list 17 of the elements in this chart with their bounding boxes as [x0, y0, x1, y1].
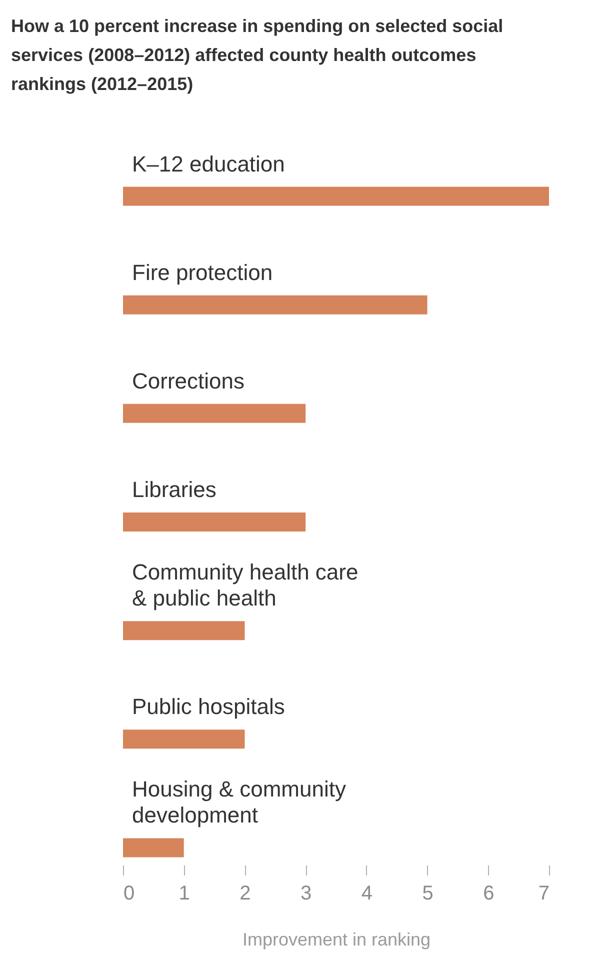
x-tick-label: 7 — [538, 882, 550, 904]
chart-title: How a 10 percent increase in spending on selected social services (2008–2012) affected county health outcomes rankings (2012–2015) — [11, 16, 504, 94]
x-axis-title: Improvement in ranking — [242, 930, 431, 950]
x-tick-label: 3 — [300, 882, 312, 904]
y-tick-label: Community health care & public health — [132, 560, 358, 611]
x-tick-label: 4 — [361, 882, 372, 904]
y-tick-label: Corrections — [132, 368, 244, 394]
y-tick-label: Fire protection — [132, 260, 273, 285]
x-tick-label: 5 — [422, 882, 434, 904]
y-tick-label: Libraries — [132, 477, 216, 502]
y-tick-label: Housing & community development — [132, 776, 346, 828]
x-tick-label: 1 — [178, 882, 190, 904]
x-tick-label: 0 — [124, 882, 135, 904]
x-tick-label: 6 — [483, 882, 494, 904]
y-tick-label: K–12 education — [132, 151, 285, 176]
x-tick-label: 2 — [240, 882, 251, 904]
y-tick-label: Public hospitals — [132, 694, 285, 720]
